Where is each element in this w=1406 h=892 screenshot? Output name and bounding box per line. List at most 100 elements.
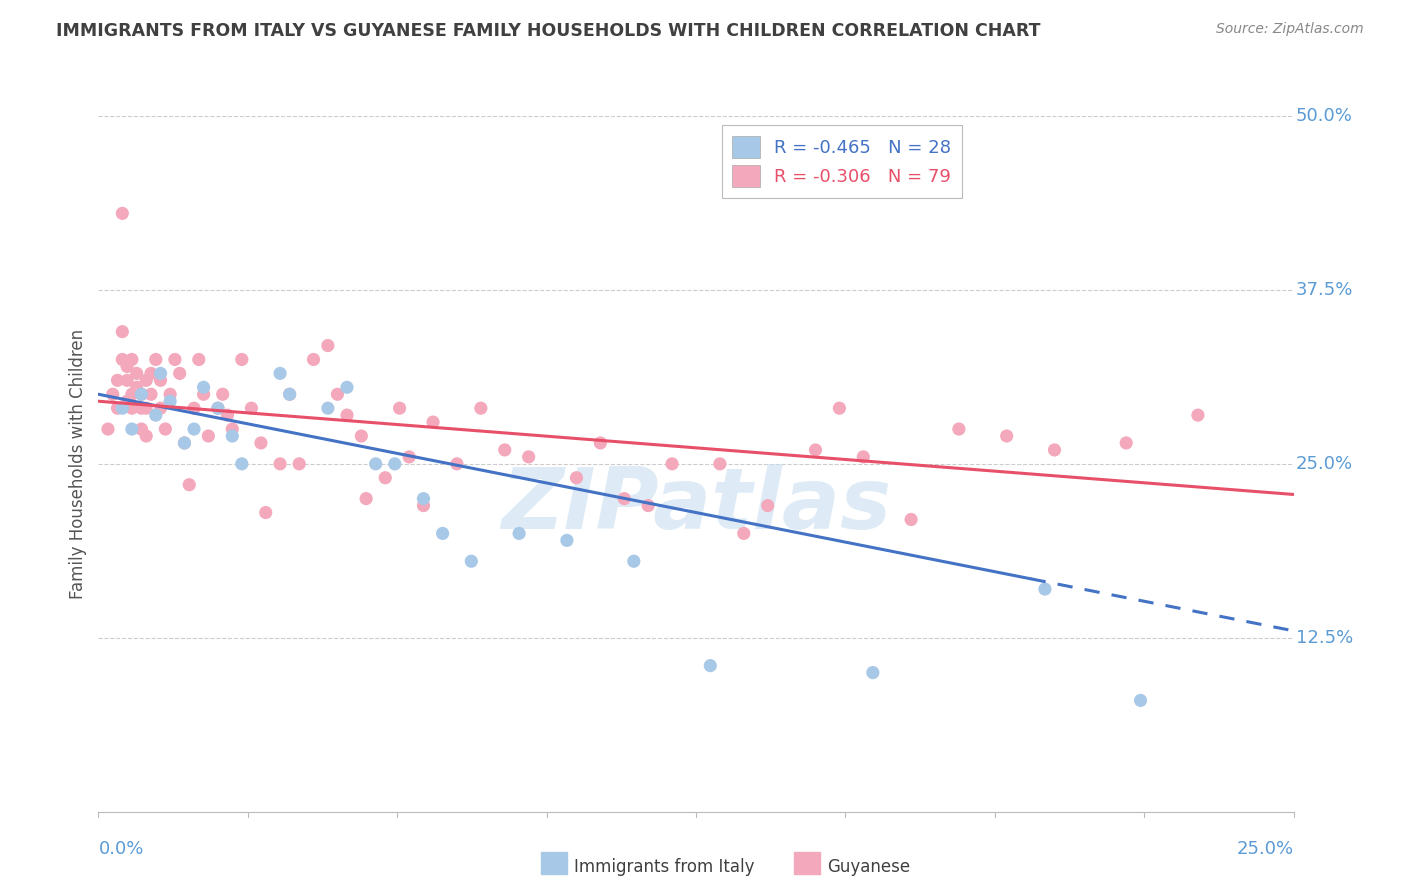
- Point: [173, 436, 195, 450]
- Point: [432, 526, 454, 541]
- Point: [159, 387, 181, 401]
- Point: [278, 387, 301, 401]
- Point: [169, 367, 191, 381]
- Point: [623, 554, 645, 568]
- Point: [221, 429, 243, 443]
- Point: [470, 401, 492, 416]
- Point: [398, 450, 420, 464]
- Point: [135, 429, 157, 443]
- Point: [240, 401, 263, 416]
- Point: [699, 658, 721, 673]
- Point: [163, 352, 186, 367]
- Point: [131, 387, 153, 401]
- Point: [1187, 408, 1209, 422]
- Point: [149, 367, 172, 381]
- Point: [1043, 442, 1066, 457]
- Point: [422, 415, 444, 429]
- Text: IMMIGRANTS FROM ITALY VS GUYANESE FAMILY HOUSEHOLDS WITH CHILDREN CORRELATION CH: IMMIGRANTS FROM ITALY VS GUYANESE FAMILY…: [56, 22, 1040, 40]
- Text: 37.5%: 37.5%: [1296, 281, 1354, 299]
- Point: [517, 450, 540, 464]
- Point: [326, 387, 349, 401]
- Point: [193, 387, 215, 401]
- Point: [388, 401, 411, 416]
- Point: [193, 380, 215, 394]
- Point: [278, 387, 301, 401]
- Point: [111, 325, 134, 339]
- Point: [135, 401, 157, 416]
- Point: [254, 506, 277, 520]
- Point: [948, 422, 970, 436]
- Legend: R = -0.465   N = 28, R = -0.306   N = 79: R = -0.465 N = 28, R = -0.306 N = 79: [721, 125, 962, 198]
- Point: [121, 387, 143, 401]
- Point: [354, 491, 377, 506]
- Point: [288, 457, 311, 471]
- Point: [125, 367, 148, 381]
- Point: [384, 457, 406, 471]
- Point: [661, 457, 683, 471]
- Point: [269, 457, 291, 471]
- Point: [852, 450, 875, 464]
- Point: [374, 471, 396, 485]
- Point: [115, 394, 138, 409]
- Point: [316, 338, 339, 352]
- Point: [412, 491, 434, 506]
- Text: 25.0%: 25.0%: [1236, 839, 1294, 857]
- Point: [97, 422, 120, 436]
- Point: [494, 442, 516, 457]
- Point: [350, 429, 373, 443]
- Point: [900, 512, 922, 526]
- Point: [446, 457, 468, 471]
- Text: 25.0%: 25.0%: [1296, 455, 1353, 473]
- Point: [111, 352, 134, 367]
- Point: [121, 401, 143, 416]
- Point: [804, 442, 827, 457]
- Point: [828, 401, 851, 416]
- Point: [131, 422, 153, 436]
- Point: [149, 373, 172, 387]
- Point: [173, 436, 195, 450]
- Text: ZIPatlas: ZIPatlas: [501, 464, 891, 547]
- Point: [1115, 436, 1137, 450]
- Point: [412, 499, 434, 513]
- Text: 0.0%: 0.0%: [98, 839, 143, 857]
- Point: [756, 499, 779, 513]
- Point: [709, 457, 731, 471]
- Text: 50.0%: 50.0%: [1296, 107, 1353, 125]
- Point: [131, 401, 153, 416]
- Text: Immigrants from Italy: Immigrants from Italy: [574, 858, 754, 876]
- Point: [302, 352, 325, 367]
- Point: [565, 471, 588, 485]
- Point: [460, 554, 482, 568]
- Point: [207, 401, 229, 416]
- Text: Guyanese: Guyanese: [827, 858, 910, 876]
- Point: [107, 401, 129, 416]
- Point: [336, 380, 359, 394]
- Point: [121, 422, 143, 436]
- Point: [231, 457, 253, 471]
- Point: [139, 387, 162, 401]
- Point: [995, 429, 1018, 443]
- Point: [862, 665, 884, 680]
- Point: [131, 387, 153, 401]
- Point: [183, 401, 205, 416]
- Point: [101, 387, 124, 401]
- Point: [183, 422, 205, 436]
- Point: [187, 352, 209, 367]
- Point: [217, 408, 239, 422]
- Point: [269, 367, 291, 381]
- Point: [159, 394, 181, 409]
- Point: [1129, 693, 1152, 707]
- Point: [111, 206, 134, 220]
- Point: [125, 380, 148, 394]
- Point: [135, 373, 157, 387]
- Point: [121, 352, 143, 367]
- Point: [555, 533, 578, 548]
- Point: [316, 401, 339, 416]
- Point: [115, 373, 138, 387]
- Point: [111, 401, 134, 416]
- Text: 12.5%: 12.5%: [1296, 629, 1353, 647]
- Point: [197, 429, 219, 443]
- Point: [221, 422, 243, 436]
- Point: [115, 359, 138, 374]
- Point: [231, 352, 253, 367]
